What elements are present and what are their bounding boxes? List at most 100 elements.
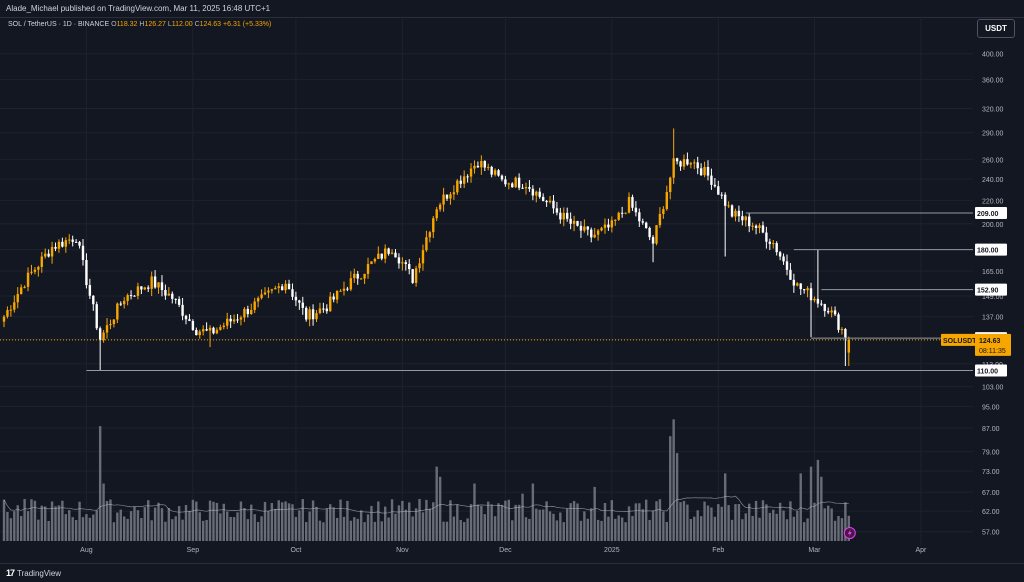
volume-bar: [634, 503, 638, 541]
volume-bar: [541, 509, 545, 541]
volume-bar: [538, 509, 541, 541]
candle: [195, 330, 198, 336]
candle: [806, 288, 809, 291]
candle: [294, 296, 298, 301]
volume-bar: [98, 426, 102, 541]
candle: [452, 192, 456, 195]
volume-bar: [785, 519, 789, 541]
volume-bar: [517, 504, 521, 541]
candle: [280, 286, 284, 291]
volume-bar: [68, 510, 71, 541]
candle: [301, 302, 304, 308]
candle: [696, 162, 699, 169]
volume-bar: [658, 499, 662, 541]
candle: [545, 200, 548, 203]
candle: [404, 262, 407, 264]
volume-bar: [445, 521, 449, 541]
volume-bar: [624, 522, 627, 541]
symbol-title[interactable]: SOL / TetherUS · 1D · BINANCE: [8, 21, 110, 28]
candle: [638, 212, 641, 222]
x-tick-label: Aug: [80, 547, 93, 554]
candle: [796, 283, 799, 286]
candle: [157, 282, 160, 288]
volume-bar: [74, 520, 78, 541]
candle: [308, 309, 311, 320]
volume-bar: [706, 505, 710, 541]
candle: [226, 318, 229, 326]
volume-bar: [830, 508, 833, 541]
volume-bar: [727, 505, 730, 541]
volume-bar: [789, 501, 792, 541]
countdown-timer: 08:11:35: [979, 348, 1006, 355]
candle: [744, 216, 747, 221]
candle: [538, 191, 541, 197]
volume-bar: [164, 521, 167, 541]
volume-bar: [171, 519, 174, 541]
volume-bar: [693, 516, 696, 541]
volume-bar: [346, 500, 349, 541]
volume-bar: [318, 520, 322, 541]
candle: [507, 183, 511, 185]
volume-bar: [435, 466, 438, 541]
candle: [799, 283, 802, 290]
volume-bar: [383, 506, 387, 541]
volume-bar: [490, 504, 493, 541]
candle: [528, 187, 531, 189]
candle: [789, 269, 792, 280]
volume-bar: [208, 500, 212, 541]
volume-bar: [504, 500, 507, 541]
volume-bar: [160, 508, 164, 541]
volume-bar: [133, 506, 136, 541]
open-label: O: [111, 21, 117, 28]
candle: [359, 278, 363, 280]
symbol-tag: [941, 333, 977, 346]
volume-bar: [511, 520, 514, 541]
volume-bar: [596, 519, 600, 541]
candle: [473, 165, 476, 169]
volume-bar: [820, 476, 823, 541]
candle: [620, 212, 624, 214]
volume-bar: [559, 512, 562, 541]
volume-bar: [754, 500, 758, 541]
price-chart[interactable]: 400.00 360.00 320.00 290.00 260.00 240.00 220.…: [0, 0, 1024, 563]
candle: [373, 258, 377, 262]
candle: [813, 298, 816, 301]
volume-bar: [150, 520, 153, 541]
volume-bar: [277, 500, 280, 541]
volume-bar: [418, 498, 421, 541]
candle: [133, 295, 136, 297]
candle: [222, 325, 225, 328]
candle: [397, 257, 401, 264]
volume-bar: [710, 507, 713, 541]
y-tick-label: 137.00: [982, 315, 1004, 322]
candle: [706, 166, 710, 176]
candle: [713, 184, 717, 187]
candle: [768, 241, 772, 244]
volume-bar: [713, 516, 717, 541]
y-tick-label: 149.00: [982, 294, 1004, 301]
volume-bar: [274, 508, 277, 541]
candle: [590, 229, 593, 238]
tradingview-brand[interactable]: 17 TradingView: [6, 568, 61, 578]
volume-bar: [359, 510, 363, 541]
candle: [19, 287, 23, 294]
volume-bar: [699, 516, 703, 541]
candle: [81, 245, 85, 261]
volume-bar: [177, 506, 181, 541]
volume-bar: [181, 519, 184, 541]
volume-bar: [813, 502, 816, 541]
candle: [23, 286, 26, 288]
volume-bar: [665, 521, 668, 541]
volume-bar: [380, 521, 383, 541]
currency-button[interactable]: USDT: [977, 19, 1015, 38]
candle: [305, 307, 308, 320]
candle: [260, 294, 263, 299]
candle: [184, 315, 188, 320]
candle: [693, 162, 696, 164]
volume-bar: [64, 514, 68, 541]
y-tick-label: 57.00: [982, 530, 1000, 537]
volume-bar: [730, 519, 734, 541]
volume-bar: [353, 517, 356, 541]
volume-bar: [662, 511, 665, 541]
volume-bar: [672, 419, 675, 541]
